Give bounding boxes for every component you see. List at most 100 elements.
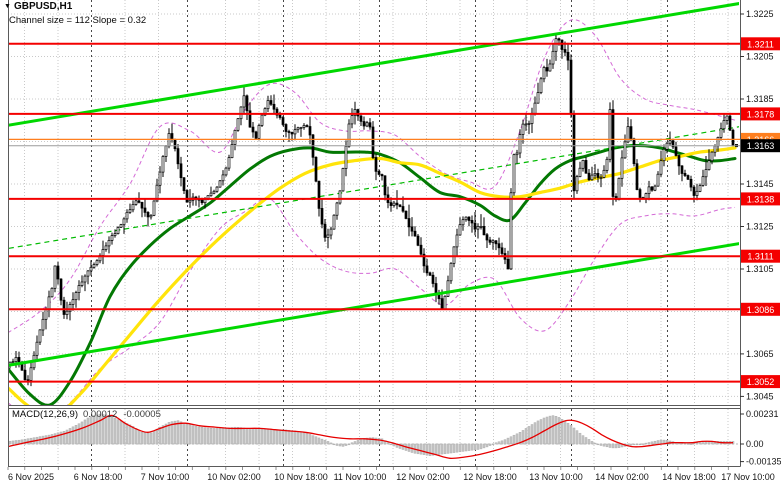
candle-bear: [389, 202, 393, 206]
channel-lower-line[interactable]: [0, 242, 740, 367]
macd-bar: [323, 439, 327, 445]
macd-bar: [329, 442, 333, 445]
price-axis-label: 1.3225: [746, 9, 774, 19]
macd-bar: [53, 433, 57, 445]
macd-bar: [62, 431, 66, 445]
candle-bear: [650, 186, 654, 191]
macd-bar: [68, 428, 72, 445]
price-axis-label: 1.3045: [746, 391, 774, 401]
candle-bear: [173, 138, 177, 150]
candle-bull: [476, 226, 480, 230]
candle-bear: [431, 274, 435, 284]
candle-bear: [377, 171, 381, 175]
macd-bar: [350, 442, 354, 445]
candle-bull: [521, 123, 525, 135]
macd-bar: [125, 423, 129, 445]
macd-bar: [170, 421, 174, 445]
macd-bar: [245, 428, 249, 445]
macd-signal-value: -0.00005: [123, 409, 161, 420]
candle-bear: [281, 117, 285, 125]
channel-upper-line[interactable]: [0, 2, 740, 127]
candle-bull: [539, 78, 543, 93]
macd-bar: [242, 427, 246, 445]
channel-mid-line[interactable]: [0, 126, 740, 250]
candle-bull: [608, 109, 612, 160]
symbol-dropdown-icon[interactable]: ▼: [4, 3, 11, 10]
symbol-header[interactable]: ▼ GBPUSD,H1: [4, 1, 72, 12]
macd-bar: [470, 443, 474, 451]
macd-bar: [266, 429, 270, 445]
candle-bear: [359, 115, 363, 122]
macd-bar: [527, 426, 531, 445]
candle-bull: [344, 145, 348, 169]
candle-bull: [461, 219, 465, 226]
macd-bar: [158, 426, 162, 445]
macd-bar: [590, 441, 594, 445]
candle-bear: [545, 67, 549, 72]
candle-bull: [326, 234, 330, 238]
macd-bar: [500, 440, 504, 445]
macd-bar: [47, 434, 51, 445]
candle-bull: [575, 176, 579, 192]
candle-bear: [278, 114, 282, 118]
macd-bar: [551, 415, 555, 445]
candle-bull: [209, 192, 213, 197]
macd-bar: [593, 442, 597, 445]
candle-bull: [479, 226, 483, 228]
candle-bear: [692, 186, 696, 196]
macd-bar: [146, 433, 150, 445]
candle-bull: [293, 129, 297, 135]
candle-bull: [446, 280, 450, 297]
macd-bar: [572, 427, 576, 445]
macd-bar: [275, 429, 279, 445]
candle-bear: [413, 230, 417, 237]
macd-bar: [578, 432, 582, 445]
candle-bull: [602, 169, 606, 178]
price-pane[interactable]: [0, 2, 740, 424]
macd-bar: [191, 425, 195, 445]
candle-bear: [56, 265, 60, 280]
candle-bull: [89, 266, 93, 272]
candle-bear: [179, 163, 183, 179]
candle-bull: [665, 142, 669, 150]
candle-bear: [323, 223, 327, 238]
time-axis-label: 12 Nov 02:00: [396, 472, 450, 482]
candle-bull: [260, 114, 264, 126]
candle-bear: [305, 125, 309, 127]
price-badge-bg: [741, 302, 780, 316]
candle-bull: [620, 157, 624, 179]
macd-bar: [11, 440, 15, 445]
candle-bull: [707, 160, 711, 170]
candle-bear: [674, 146, 678, 156]
candle-bull: [590, 174, 594, 181]
candle-bull: [551, 50, 555, 65]
macd-bar: [629, 443, 633, 446]
time-axis-label: 11 Nov 10:00: [334, 472, 387, 482]
macd-bar: [605, 443, 609, 448]
macd-pane[interactable]: [8, 413, 740, 460]
macd-bar: [9, 440, 12, 445]
symbol-label: GBPUSD,H1: [13, 1, 73, 12]
macd-bar: [218, 428, 222, 445]
candle-bull: [119, 224, 123, 228]
time-axis-label: 7 Nov 10:00: [141, 472, 190, 482]
candle-bear: [677, 155, 681, 167]
candle-bear: [20, 363, 24, 371]
candle-bear: [62, 299, 66, 315]
macd-bar: [86, 417, 90, 445]
macd-bar: [389, 443, 393, 446]
candle-bull: [542, 67, 546, 80]
candle-bull: [221, 174, 225, 182]
price-badge-1.3111: 1.3111: [741, 249, 780, 263]
macd-bar: [440, 443, 444, 455]
pane-borders: [8, 0, 741, 467]
macd-bar: [479, 443, 483, 450]
candle-bear: [272, 103, 276, 110]
candle-bear: [416, 235, 420, 246]
price-axis-label: 1.3205: [746, 52, 774, 62]
macd-value: 0.00012: [83, 409, 118, 420]
macd-bar: [203, 427, 207, 445]
macd-bar: [305, 433, 309, 445]
candle-bull: [623, 141, 627, 159]
